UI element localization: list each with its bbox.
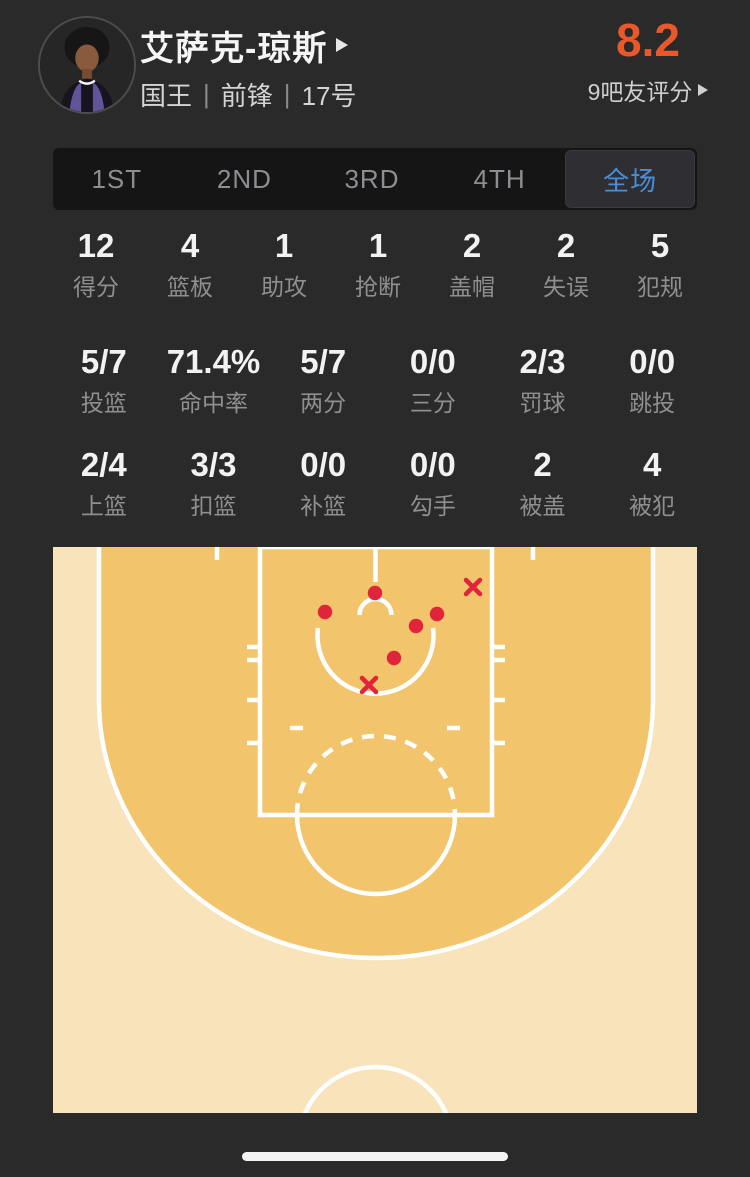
stat-value: 2/4: [80, 446, 127, 483]
stat-points: 12 得分: [49, 227, 143, 301]
shot-markers: [317, 577, 483, 695]
stat-value: 0/0: [409, 343, 456, 380]
player-portrait: [40, 18, 134, 112]
stat-label: 投篮: [80, 390, 127, 416]
tab-1st[interactable]: 1ST: [91, 163, 143, 194]
stat-got-blocked: 2 被盖: [488, 446, 598, 520]
stat-label: 扣篮: [190, 493, 237, 519]
stat-value: 0/0: [629, 343, 676, 380]
stat-value: 5/7: [300, 343, 347, 380]
free-throw-circle-solid: [294, 814, 458, 897]
stat-label: 抢断: [355, 274, 401, 300]
stat-label: 被犯: [629, 493, 676, 519]
stat-value: 2: [556, 227, 576, 264]
stat-label: 失误: [543, 274, 589, 300]
stat-fouls: 5 犯规: [613, 227, 707, 301]
stat-hook: 0/0 勾手: [378, 446, 488, 520]
stat-jumpshot: 0/0 跳投: [597, 343, 707, 417]
player-meta: 国王 | 前锋 | 17号: [140, 76, 356, 113]
stat-label: 上篮: [80, 493, 127, 519]
center-circle: [302, 1064, 449, 1113]
jersey-number: 17号: [301, 81, 357, 111]
stat-value: 2: [462, 227, 482, 264]
stat-value: 1: [274, 227, 294, 264]
made-shot-marker: [429, 606, 445, 622]
player-position: 前锋: [220, 81, 273, 111]
stat-label: 三分: [409, 390, 456, 416]
stat-fg-pct: 71.4% 命中率: [159, 343, 269, 417]
stat-turnovers: 2 失误: [519, 227, 613, 301]
missed-shot-marker: [359, 675, 379, 695]
stats-row-shooting: 5/7 投篮 71.4% 命中率 5/7 两分 0/0 三分 2/3 罚球 0/…: [49, 343, 707, 417]
tab-4th[interactable]: 4TH: [473, 163, 526, 194]
key-rectangle: [257, 547, 495, 818]
stat-label: 篮板: [167, 274, 213, 300]
stat-label: 两分: [300, 390, 347, 416]
player-avatar[interactable]: [38, 16, 136, 114]
lane-hash-marks-right: [492, 644, 505, 746]
stat-fouled: 4 被犯: [597, 446, 707, 520]
stat-value: 4: [642, 446, 662, 483]
lane-hash-marks-left: [247, 644, 260, 746]
meta-separator: |: [283, 79, 291, 109]
stat-label: 盖帽: [449, 274, 495, 300]
stat-3pt: 0/0 三分: [378, 343, 488, 417]
stat-blocks: 2 盖帽: [425, 227, 519, 301]
stat-value: 4: [180, 227, 200, 264]
stat-label: 犯规: [637, 274, 683, 300]
stat-2pt: 5/7 两分: [268, 343, 378, 417]
chevron-right-icon: [698, 84, 709, 96]
tab-3rd[interactable]: 3RD: [344, 163, 400, 194]
rating-label: 9吧友评分: [587, 79, 693, 105]
team-name: 国王: [140, 81, 193, 111]
player-header: 艾萨克-琼斯 国王 | 前锋 | 17号 8.2 9吧友评分: [0, 0, 750, 140]
quarter-tabs: 1ST 2ND 3RD 4TH 全场: [53, 148, 697, 210]
stat-value: 0/0: [300, 446, 347, 483]
chevron-right-icon: [336, 38, 349, 52]
stat-dunk: 3/3 扣篮: [159, 446, 269, 520]
stat-label: 助攻: [261, 274, 307, 300]
stat-label: 罚球: [519, 390, 566, 416]
tab-2nd[interactable]: 2ND: [216, 163, 272, 194]
player-name[interactable]: 艾萨克-琼斯: [140, 29, 328, 68]
stat-steals: 1 抢断: [331, 227, 425, 301]
made-shot-marker: [367, 585, 383, 601]
court-inside-3pt-area: [99, 547, 653, 958]
stat-label: 补篮: [300, 493, 347, 519]
stat-value: 3/3: [190, 446, 237, 483]
rating-block[interactable]: 8.2 9吧友评分: [586, 16, 710, 107]
stat-label: 勾手: [409, 493, 456, 519]
stat-label: 被盖: [519, 493, 566, 519]
missed-shot-marker: [463, 577, 483, 597]
rating-value: 8.2: [616, 14, 680, 66]
made-shot-marker: [317, 604, 333, 620]
stat-value: 1: [368, 227, 388, 264]
stat-ft: 2/3 罚球: [488, 343, 598, 417]
shot-chart-court: [53, 547, 697, 1113]
stat-value: 12: [77, 227, 115, 264]
stat-value: 71.4%: [166, 343, 261, 380]
stat-fg: 5/7 投篮: [49, 343, 159, 417]
home-indicator[interactable]: [242, 1152, 508, 1161]
stats-row-basic: 12 得分 4 篮板 1 助攻 1 抢断 2 盖帽 2 失误 5 犯规: [49, 227, 707, 301]
three-point-line: [96, 547, 656, 961]
stat-label: 得分: [73, 274, 119, 300]
stat-layup: 2/4 上篮: [49, 446, 159, 520]
made-shot-marker: [408, 618, 424, 634]
stat-value: 2/3: [519, 343, 566, 380]
stats-row-shot-types: 2/4 上篮 3/3 扣篮 0/0 补篮 0/0 勾手 2 被盖 4 被犯: [49, 446, 707, 520]
stat-label: 命中率: [178, 390, 248, 416]
stat-value: 0/0: [409, 446, 456, 483]
stat-rebounds: 4 篮板: [143, 227, 237, 301]
meta-separator: |: [203, 79, 210, 109]
stat-value: 5: [650, 227, 670, 264]
stat-putback: 0/0 补篮: [268, 446, 378, 520]
tab-full-game[interactable]: 全场: [565, 150, 695, 208]
stat-value: 2: [533, 446, 552, 483]
made-shot-marker: [386, 650, 402, 666]
stat-label: 跳投: [629, 390, 676, 416]
stat-assists: 1 助攻: [237, 227, 331, 301]
stat-value: 5/7: [80, 343, 127, 380]
